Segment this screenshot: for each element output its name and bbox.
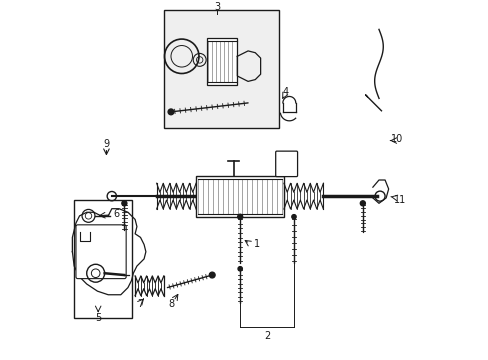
- Text: 6: 6: [113, 209, 120, 219]
- Text: 3: 3: [213, 2, 220, 12]
- Circle shape: [237, 214, 242, 219]
- Circle shape: [209, 272, 215, 278]
- FancyBboxPatch shape: [275, 151, 297, 177]
- Text: 9: 9: [103, 139, 109, 149]
- Text: 1: 1: [253, 239, 259, 249]
- Text: 7: 7: [137, 299, 143, 309]
- Bar: [163, 10, 278, 128]
- Text: 8: 8: [167, 299, 174, 309]
- Text: 10: 10: [390, 134, 402, 144]
- Bar: [74, 200, 131, 318]
- FancyBboxPatch shape: [76, 225, 126, 279]
- Text: 11: 11: [394, 195, 406, 205]
- Circle shape: [360, 201, 365, 206]
- Text: 5: 5: [95, 313, 101, 323]
- Circle shape: [168, 109, 174, 115]
- Circle shape: [291, 215, 296, 219]
- FancyBboxPatch shape: [206, 39, 237, 85]
- Text: 2: 2: [264, 331, 270, 341]
- Circle shape: [238, 267, 242, 271]
- Circle shape: [122, 201, 126, 206]
- Bar: [196, 176, 284, 217]
- Text: 4: 4: [282, 87, 288, 97]
